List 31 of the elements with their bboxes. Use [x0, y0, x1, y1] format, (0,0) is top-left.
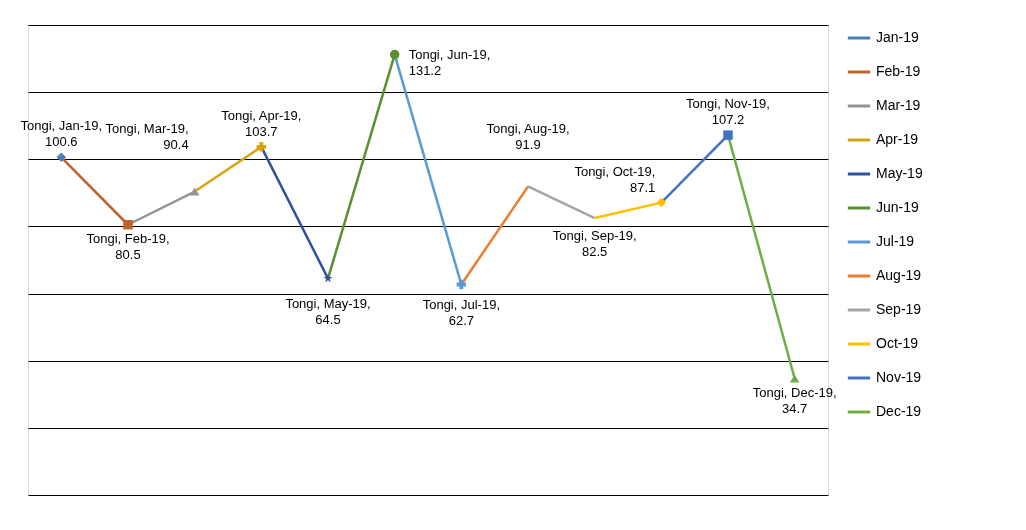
point	[656, 197, 667, 208]
data-label: Tongi, Jun-19, 131.2	[408, 46, 491, 78]
legend-label: Jan-19	[876, 29, 920, 45]
legend-label: Jul-19	[876, 233, 915, 249]
legend-label: Jun-19	[876, 199, 920, 215]
point	[389, 49, 400, 60]
legend-label: Sep-19	[876, 301, 922, 317]
data-label: Tongi, Mar-19, 90.4	[105, 120, 189, 152]
data-label: Tongi, Feb-19, 80.5	[86, 230, 170, 262]
data-label: Tongi, Jan-19, 100.6	[20, 118, 103, 150]
legend-label: Dec-19	[876, 403, 922, 419]
legend-label: Feb-19	[876, 63, 921, 79]
data-label: Tongi, Sep-19, 82.5	[552, 228, 637, 260]
point	[56, 152, 67, 163]
point	[256, 142, 267, 152]
data-label: Tongi, Oct-19, 87.1	[574, 163, 656, 195]
legend-label: Nov-19	[876, 369, 922, 385]
legend-label: Oct-19	[876, 335, 919, 351]
legend-label: Apr-19	[876, 131, 919, 147]
data-label: Tongi, Dec-19, 34.7	[752, 384, 837, 416]
legend-label: Aug-19	[876, 267, 922, 283]
legend-label: May-19	[876, 165, 923, 181]
data-label: Tongi, Nov-19, 107.2	[686, 96, 770, 128]
data-label: Tongi, Aug-19, 91.9	[486, 121, 570, 153]
legend-label: Mar-19	[876, 97, 921, 113]
point	[123, 220, 133, 230]
point	[723, 130, 733, 140]
data-label: Tongi, Apr-19, 103.7	[221, 107, 302, 139]
point	[323, 273, 333, 283]
data-label: Tongi, May-19, 64.5	[285, 296, 371, 328]
data-label: Tongi, Jul-19, 62.7	[422, 296, 500, 328]
